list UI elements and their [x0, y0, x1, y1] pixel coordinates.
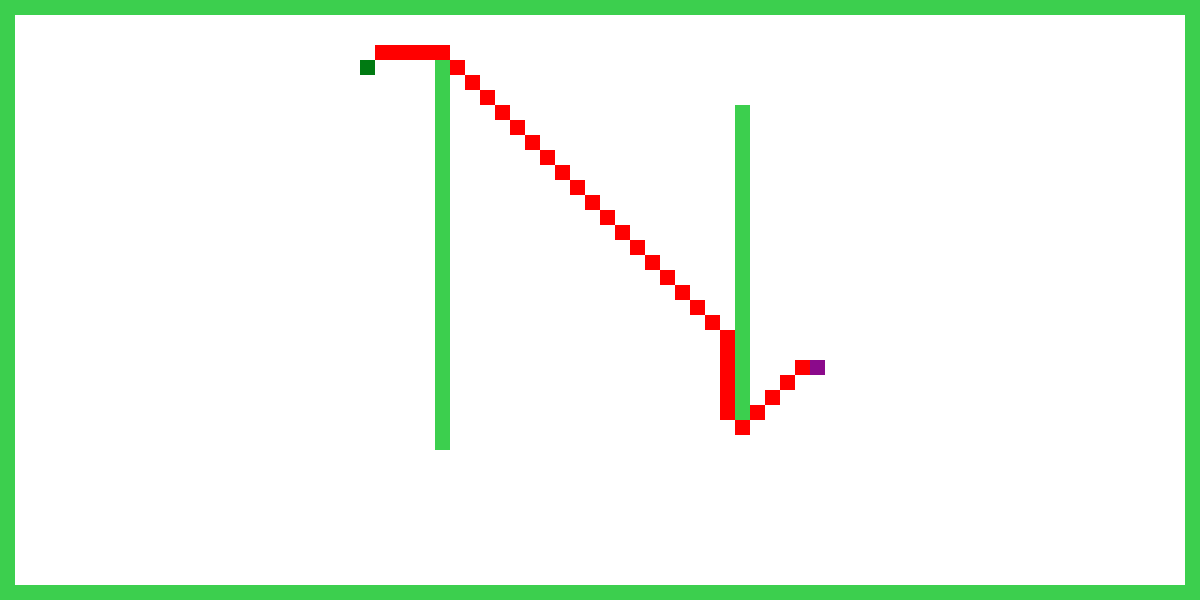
path-cell — [705, 315, 720, 330]
path-cell — [720, 330, 735, 345]
path-cell — [720, 360, 735, 375]
path-cell — [465, 75, 480, 90]
path-cell — [570, 180, 585, 195]
grid-area — [15, 15, 1185, 585]
path-cell — [615, 225, 630, 240]
wall — [735, 105, 750, 420]
path-cell — [765, 390, 780, 405]
path-cell — [645, 255, 660, 270]
end-cell — [810, 360, 825, 375]
path-cell — [600, 210, 615, 225]
path-cell — [585, 195, 600, 210]
path-cell — [675, 285, 690, 300]
path-cell — [720, 405, 735, 420]
path-cell — [555, 165, 570, 180]
path-cell — [750, 405, 765, 420]
path-cell — [495, 105, 510, 120]
path-cell — [795, 360, 810, 375]
path-cell — [780, 375, 795, 390]
path-cell — [480, 90, 495, 105]
path-cell — [720, 345, 735, 360]
path-cell — [390, 45, 405, 60]
path-cell — [525, 135, 540, 150]
path-cell — [435, 45, 450, 60]
path-cell — [420, 45, 435, 60]
path-cell — [690, 300, 705, 315]
path-cell — [375, 45, 390, 60]
path-cell — [720, 375, 735, 390]
path-cell — [450, 60, 465, 75]
path-cell — [405, 45, 420, 60]
path-cell — [540, 150, 555, 165]
path-cell — [510, 120, 525, 135]
path-cell — [630, 240, 645, 255]
path-cell — [660, 270, 675, 285]
start-cell — [360, 60, 375, 75]
wall — [435, 60, 450, 450]
path-cell — [735, 420, 750, 435]
path — [375, 45, 810, 435]
path-cell — [720, 390, 735, 405]
